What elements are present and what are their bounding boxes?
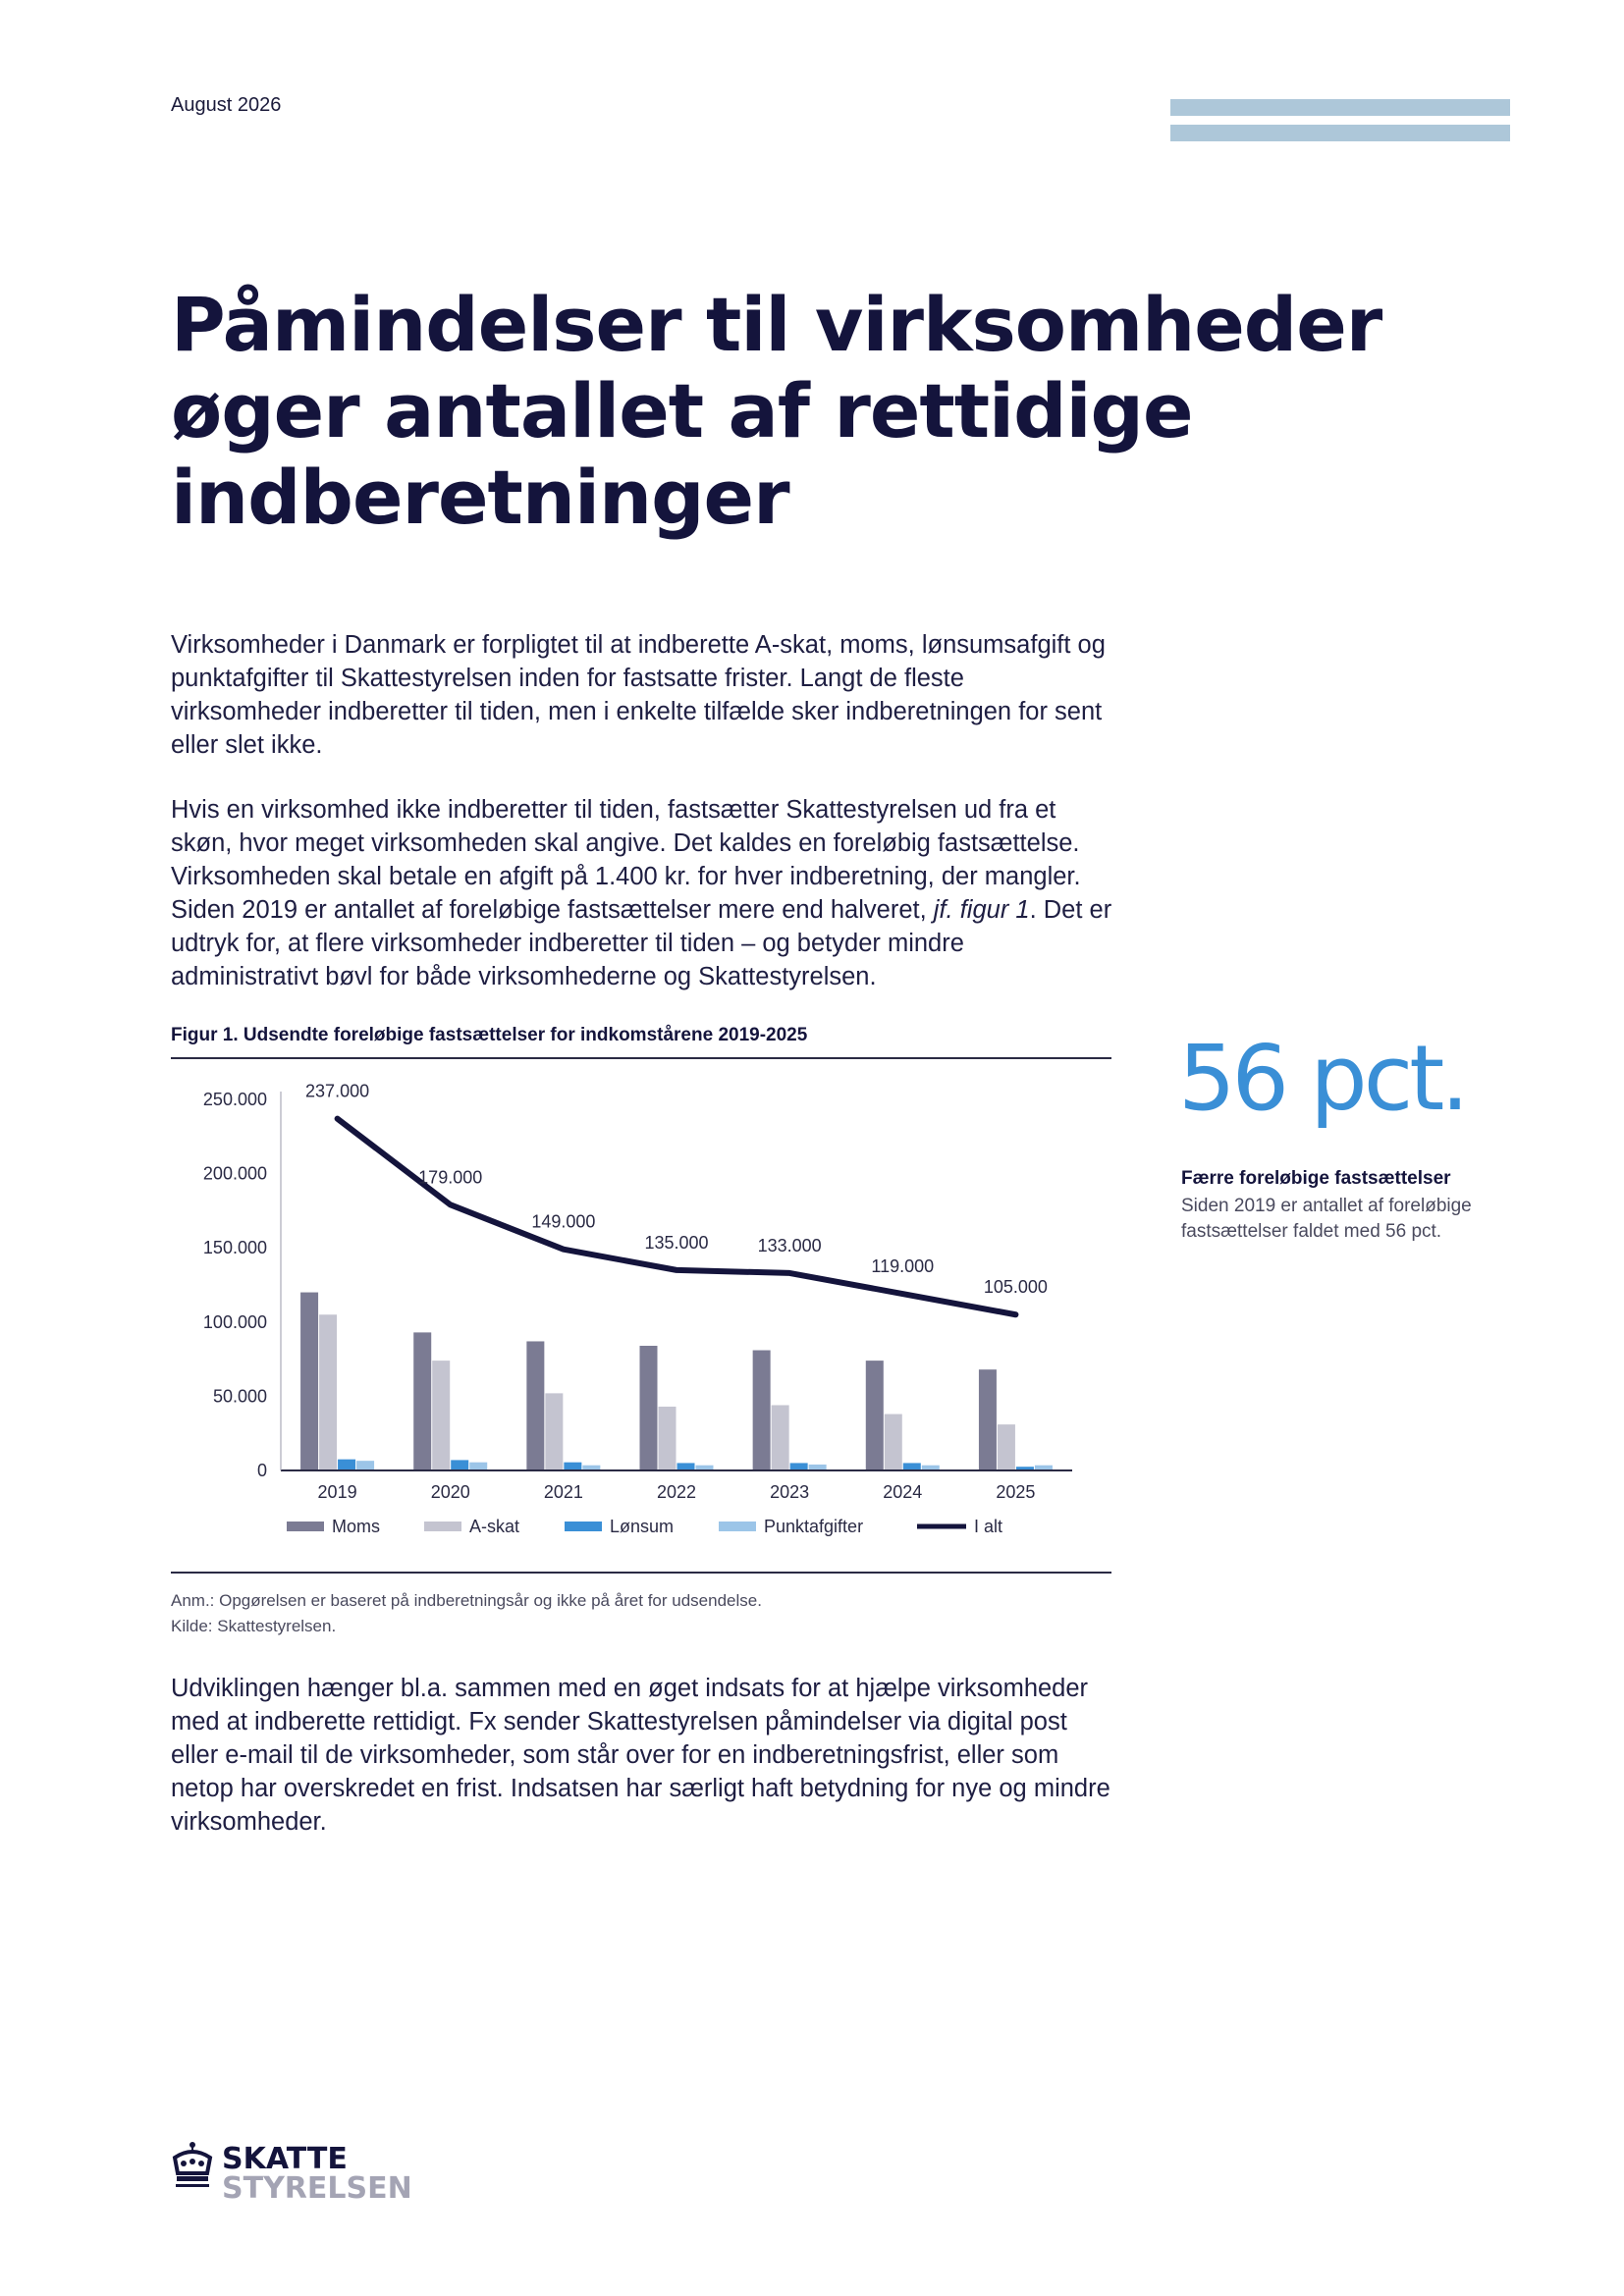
body-paragraph: Udviklingen hænger bl.a. sammen med en ø…: [171, 1675, 1110, 1836]
page-title: Påmindelser til virksomheder øger antall…: [171, 281, 1382, 541]
intro-paragraph: Virksomheder i Danmark er forpligtet til…: [171, 631, 1106, 759]
figure-bottom-rule: [171, 1572, 1111, 1574]
bar-lønsum: [677, 1463, 695, 1470]
bar-a-skat: [997, 1424, 1015, 1470]
bar-moms: [413, 1332, 432, 1470]
figure-top-rule: [171, 1057, 1111, 1059]
legend-label: Moms: [332, 1517, 380, 1536]
bar-moms: [752, 1350, 771, 1470]
bar-a-skat: [545, 1393, 564, 1470]
body-paragraph: Hvis en virksomhed ikke indberetter til …: [171, 793, 1113, 993]
bar-moms: [978, 1369, 997, 1470]
bar-moms: [300, 1292, 319, 1470]
header-stripe: [1170, 99, 1510, 116]
bar-a-skat: [432, 1361, 451, 1470]
line-data-label: 119.000: [871, 1256, 934, 1276]
line-data-label: 105.000: [984, 1277, 1048, 1297]
bar-a-skat: [319, 1314, 338, 1470]
x-tick-label: 2022: [657, 1482, 696, 1502]
axes: [280, 1092, 1072, 1471]
bar-moms: [639, 1345, 658, 1470]
x-tick-label: 2025: [996, 1482, 1035, 1502]
line-series-i-alt: [334, 1115, 1019, 1318]
y-axis-labels: 0 50.000 100.000 150.000 200.000 250.000: [203, 1090, 267, 1480]
line-data-label: 149.000: [531, 1212, 595, 1232]
figure-reference: jf. figur 1: [933, 896, 1030, 924]
legend-label: Lønsum: [610, 1517, 674, 1536]
y-tick-label: 100.000: [203, 1312, 267, 1332]
total-line: [334, 1115, 1019, 1318]
highlight-text: Siden 2019 er antallet af foreløbige fas…: [1181, 1196, 1472, 1242]
bar-punktafgifter: [921, 1465, 940, 1470]
x-tick-label: 2023: [770, 1482, 809, 1502]
bar-punktafgifter: [582, 1465, 601, 1470]
figure-source: Kilde: Skattestyrelsen.: [171, 1617, 337, 1635]
legend-swatch: [424, 1522, 461, 1531]
figure-annotation: Anm.: Opgørelsen er baseret på indberetn…: [171, 1591, 762, 1610]
bar-lønsum: [338, 1459, 356, 1470]
highlight-title: Færre foreløbige fastsættelser: [1181, 1168, 1451, 1189]
bar-a-skat: [658, 1406, 677, 1470]
paragraph-text: . Det er udtryk for, at flere virksomhed…: [171, 896, 1112, 990]
y-tick-label: 0: [257, 1461, 267, 1480]
y-tick-label: 250.000: [203, 1090, 267, 1109]
bar-punktafgifter: [1034, 1465, 1053, 1470]
bar-punktafgifter: [356, 1461, 375, 1470]
legend-swatch: [565, 1522, 602, 1531]
y-tick-label: 150.000: [203, 1238, 267, 1257]
highlight-value: 56 pct.: [1178, 1026, 1470, 1131]
line-data-label: 237.000: [305, 1082, 369, 1101]
y-tick-label: 200.000: [203, 1164, 267, 1184]
bar-a-skat: [771, 1405, 789, 1470]
paragraph-text: Hvis en virksomhed ikke indberetter til …: [171, 796, 1081, 924]
bar-lønsum: [902, 1463, 921, 1470]
legend-swatch: [719, 1522, 756, 1531]
logo-text-line1: SKATTE: [222, 2142, 348, 2176]
logo-text-line2: STYRELSEN: [222, 2171, 412, 2206]
legend: Moms A-skat Lønsum Punktafgifter I alt: [287, 1517, 1002, 1536]
bar-punktafgifter: [695, 1465, 714, 1470]
header-stripe: [1170, 125, 1510, 141]
figure-title: Figur 1. Udsendte foreløbige fastsættels…: [171, 1025, 808, 1045]
y-tick-label: 50.000: [213, 1386, 267, 1406]
bar-punktafgifter: [469, 1462, 488, 1470]
bar-line-chart: 0 50.000 100.000 150.000 200.000 250.000 237.…: [203, 1082, 1072, 1536]
legend-label: A-skat: [469, 1517, 519, 1536]
x-tick-label: 2020: [431, 1482, 470, 1502]
bar-lønsum: [789, 1463, 808, 1470]
bar-punktafgifter: [808, 1464, 827, 1470]
bar-a-skat: [884, 1414, 902, 1470]
x-tick-label: 2024: [883, 1482, 922, 1502]
x-axis-labels: 2019 2020 2021 2022 2023 2024 2025: [318, 1482, 1036, 1502]
legend-label: I alt: [974, 1517, 1002, 1536]
line-data-labels: 237.000 179.000 149.000 135.000 133.000 119.0…: [305, 1082, 1048, 1298]
legend-swatch: [287, 1522, 324, 1531]
x-tick-label: 2019: [318, 1482, 357, 1502]
bar-moms: [526, 1341, 545, 1470]
figure-note: Anm.: Opgørelsen er baseret på indberetn…: [171, 1588, 762, 1639]
legend-label: Punktafgifter: [764, 1517, 863, 1536]
bar-lønsum: [564, 1462, 582, 1470]
crown-logo-icon: [172, 2142, 213, 2187]
bars: [300, 1292, 1053, 1470]
bar-lønsum: [451, 1460, 469, 1470]
document-date: August 2026: [171, 94, 282, 116]
line-data-label: 133.000: [758, 1236, 822, 1255]
line-data-label: 135.000: [644, 1233, 708, 1253]
bar-moms: [865, 1361, 884, 1470]
line-data-label: 179.000: [418, 1167, 482, 1187]
bar-lønsum: [1015, 1467, 1034, 1470]
x-tick-label: 2021: [544, 1482, 583, 1502]
